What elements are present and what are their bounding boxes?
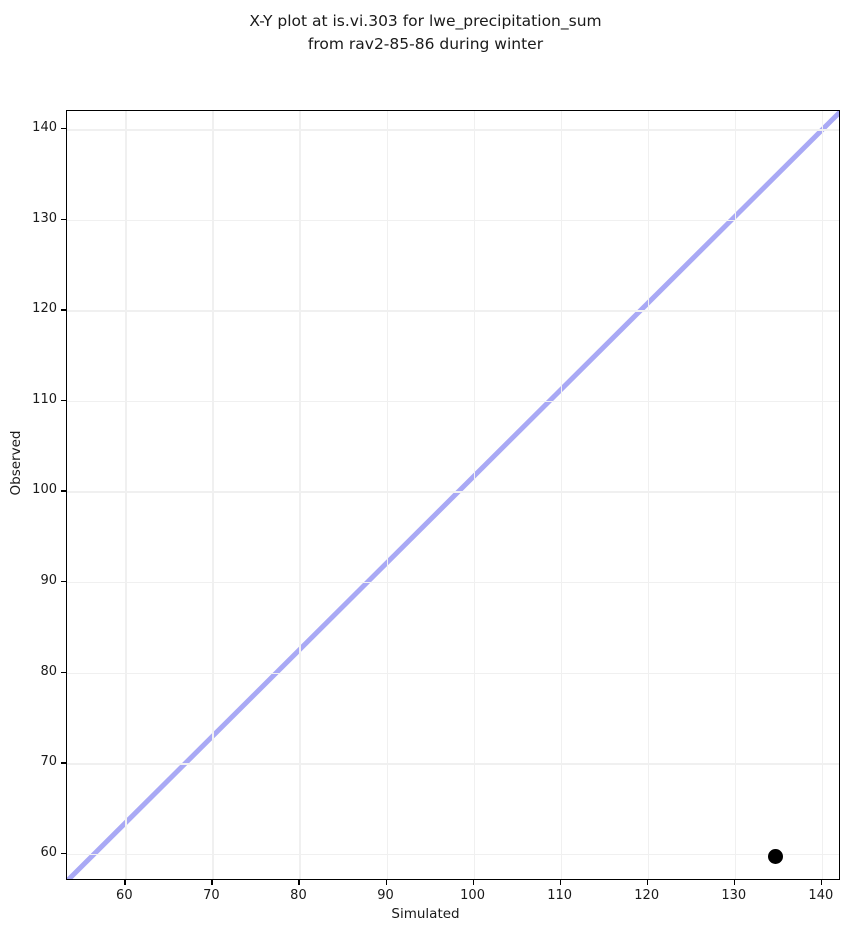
x-axis-tick-label: 70 xyxy=(203,888,220,903)
plot-area xyxy=(66,110,840,880)
x-axis-tick xyxy=(820,880,823,885)
x-axis-tick xyxy=(559,880,561,885)
x-axis-tick-label: 110 xyxy=(547,888,573,903)
x-axis-tick-label: 80 xyxy=(290,888,307,903)
y-axis-tick-label: 60 xyxy=(40,844,57,860)
gridline-x xyxy=(125,111,127,879)
x-axis-tick-label: 120 xyxy=(634,888,660,903)
gridline-y xyxy=(67,129,839,131)
gridline-y xyxy=(67,763,839,765)
y-axis-tick xyxy=(61,762,66,764)
x-axis-tick xyxy=(298,880,300,885)
x-axis-tick-label: 90 xyxy=(377,888,394,903)
x-axis-tick xyxy=(646,880,648,885)
gridline-x xyxy=(212,111,214,879)
x-axis-tick xyxy=(211,880,213,885)
y-axis-label: Observed xyxy=(8,430,24,496)
x-axis-tick xyxy=(124,880,126,885)
gridline-y xyxy=(67,853,839,856)
y-axis-tick-label: 140 xyxy=(32,120,57,136)
y-axis-tick xyxy=(61,309,66,311)
gridline-x xyxy=(560,111,563,879)
y-axis-tick-label: 100 xyxy=(32,482,57,498)
y-axis-tick xyxy=(61,399,66,402)
x-axis-tick-label: 100 xyxy=(460,888,485,903)
gridline-y xyxy=(67,582,839,584)
gridline-y xyxy=(67,400,839,403)
gridline-x xyxy=(299,111,301,879)
y-axis-tick-label: 110 xyxy=(32,391,57,407)
gridline-x xyxy=(647,111,650,879)
gridline-x xyxy=(821,111,824,879)
gridline-x xyxy=(386,111,388,879)
gridline-y xyxy=(67,672,839,675)
x-axis-tick xyxy=(733,880,736,885)
y-axis-tick-label: 90 xyxy=(40,573,57,589)
y-axis-tick xyxy=(61,490,66,492)
x-axis-tick-label: 130 xyxy=(721,888,747,903)
y-axis-tick xyxy=(61,581,66,583)
y-axis-tick-label: 120 xyxy=(32,301,57,317)
gridline-y xyxy=(67,491,839,493)
gridline-x xyxy=(734,111,737,879)
y-axis-tick-label: 80 xyxy=(40,663,57,679)
data-point xyxy=(768,849,784,865)
x-axis-tick-label: 60 xyxy=(116,888,133,903)
gridline-y xyxy=(67,310,839,312)
one-to-one-line xyxy=(67,111,839,879)
y-axis-tick xyxy=(61,218,66,220)
x-axis-label: Simulated xyxy=(391,906,460,922)
x-axis-tick xyxy=(472,880,474,885)
y-axis-tick xyxy=(61,128,66,130)
x-axis-tick-label: 140 xyxy=(808,888,834,903)
gridline-x xyxy=(473,111,475,879)
y-axis-tick xyxy=(61,671,66,673)
chart-title: X-Y plot at is.vi.303 for lwe_precipitat… xyxy=(249,12,602,53)
gridline-y xyxy=(67,219,839,222)
y-axis-tick-label: 130 xyxy=(32,210,57,226)
y-axis-tick xyxy=(61,852,66,855)
x-axis-tick xyxy=(385,880,387,885)
y-axis-tick-label: 70 xyxy=(40,754,57,770)
